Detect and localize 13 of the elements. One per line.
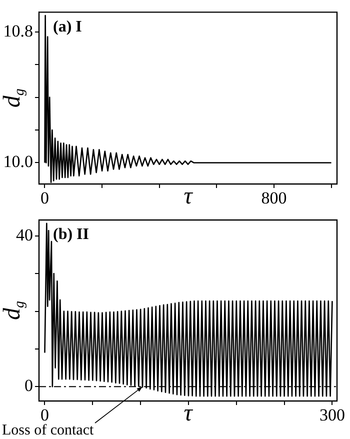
y-tick-label: 10.8 — [3, 21, 33, 40]
chart-title: (a) I — [53, 18, 82, 36]
x-tick-label: 300 — [319, 406, 345, 425]
y-tick-label: 0 — [24, 376, 33, 396]
annotation: Loss of contact — [2, 422, 94, 438]
x-tick-label: 800 — [261, 188, 287, 208]
x-axis-title: τ — [184, 400, 194, 426]
y-axis-title: dg — [0, 88, 28, 108]
y-axis-title: dg — [0, 301, 28, 320]
y-tick-label: 40 — [16, 225, 33, 244]
y-tick-label: 10.0 — [3, 152, 33, 172]
x-axis-title: τ — [184, 183, 194, 210]
chart-title: (b) II — [53, 226, 90, 244]
